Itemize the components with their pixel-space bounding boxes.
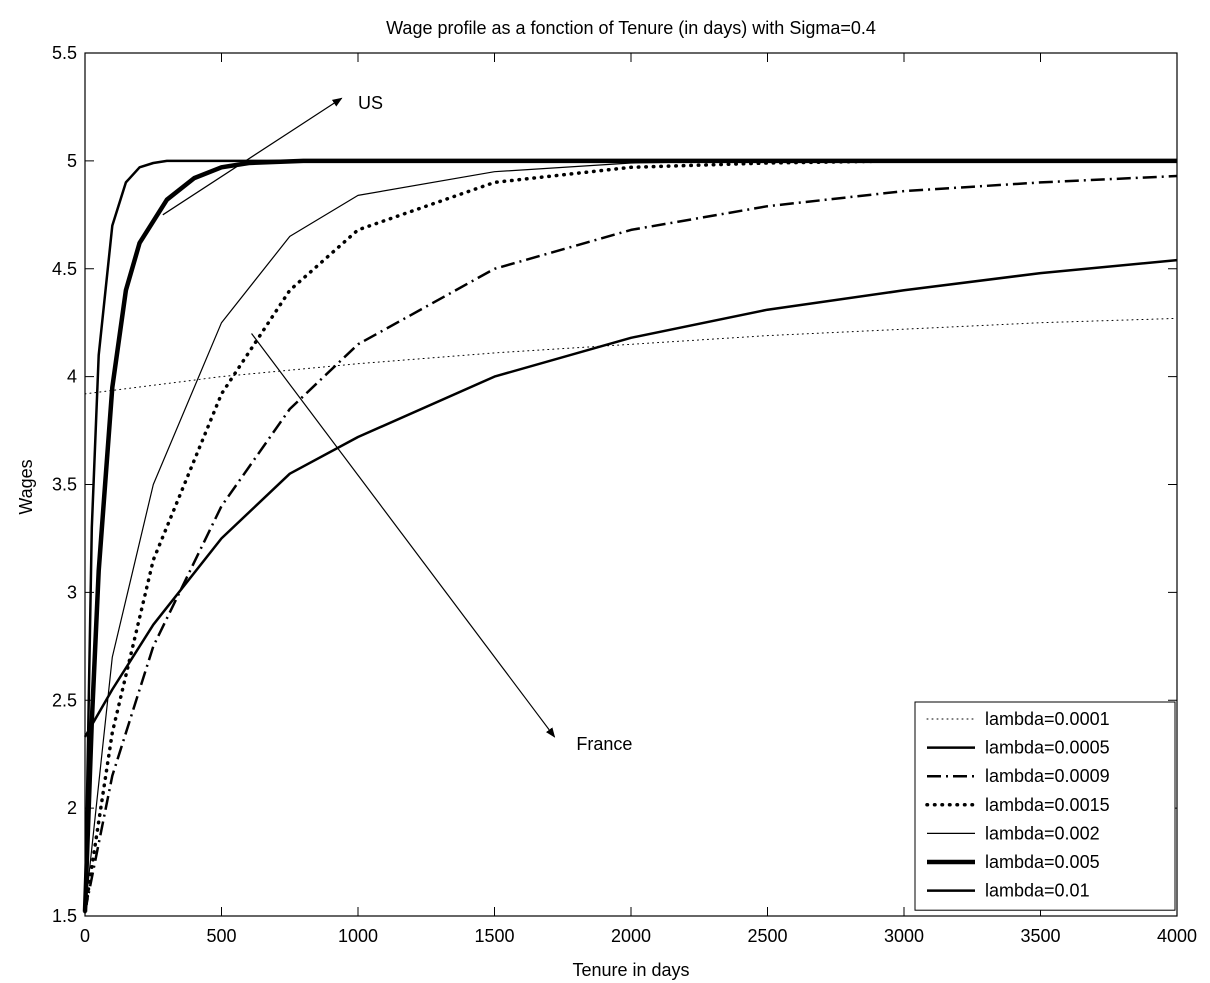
legend-label-2: lambda=0.0005 xyxy=(985,738,1110,758)
y-tick-label: 4.5 xyxy=(52,259,77,279)
chart-title: Wage profile as a fonction of Tenure (in… xyxy=(386,18,876,38)
annotation-label-us: US xyxy=(358,93,383,113)
y-tick-label: 4 xyxy=(67,367,77,387)
y-tick-label: 1.5 xyxy=(52,906,77,926)
x-tick-label: 3500 xyxy=(1020,926,1060,946)
legend-label-6: lambda=0.005 xyxy=(985,852,1100,872)
legend-label-3: lambda=0.0009 xyxy=(985,766,1110,786)
axes: 0 500 1000 1500 2000 2500 3000 3500 4000 1.5 2 2.5 3… xyxy=(52,43,1197,946)
y-tick-label: 2 xyxy=(67,798,77,818)
annotation-layer: US France xyxy=(162,93,632,754)
x-axis-label: Tenure in days xyxy=(572,960,689,980)
annotation-arrow-us xyxy=(162,97,343,216)
y-tick-label: 3.5 xyxy=(52,475,77,495)
y-tick-label: 2.5 xyxy=(52,690,77,710)
y-tick-label: 5 xyxy=(67,151,77,171)
x-tick-label: 3000 xyxy=(884,926,924,946)
series-line-3 xyxy=(83,174,1178,912)
x-tick-label: 1500 xyxy=(474,926,514,946)
x-tick-label: 500 xyxy=(206,926,236,946)
series-line-4 xyxy=(83,159,1179,914)
y-tick-label: 5.5 xyxy=(52,43,77,63)
x-tick-label: 4000 xyxy=(1157,926,1197,946)
x-tick-label: 0 xyxy=(80,926,90,946)
series-line-2 xyxy=(83,258,1178,738)
legend-label-7: lambda=0.01 xyxy=(985,881,1090,901)
series-line-7 xyxy=(83,159,1177,912)
legend: lambda=0.0001 lambda=0.0005 lambda=0.0009 l… xyxy=(914,701,1176,911)
legend-label-4: lambda=0.0015 xyxy=(985,795,1110,815)
x-tick-label: 1000 xyxy=(338,926,378,946)
x-tick-label: 2500 xyxy=(747,926,787,946)
series-layer xyxy=(82,158,1179,914)
y-axis-label: Wages xyxy=(16,459,36,514)
annotation-label-france: France xyxy=(576,734,632,754)
legend-label-5: lambda=0.002 xyxy=(985,823,1100,843)
legend-label-1: lambda=0.0001 xyxy=(985,709,1110,729)
y-tick-label: 3 xyxy=(67,582,77,602)
annotation-arrow-france xyxy=(251,333,556,738)
x-tick-label: 2000 xyxy=(611,926,651,946)
